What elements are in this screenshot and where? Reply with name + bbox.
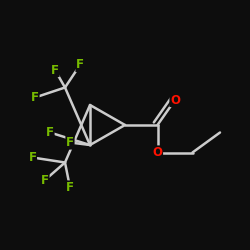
Text: F: F (41, 174, 49, 186)
Text: F: F (66, 181, 74, 194)
Text: F: F (31, 91, 39, 104)
Text: F: F (46, 126, 54, 139)
Text: F: F (28, 151, 36, 164)
Text: O: O (152, 146, 162, 159)
Text: F: F (51, 64, 59, 76)
Text: F: F (76, 58, 84, 71)
Text: F: F (66, 136, 74, 149)
Text: O: O (170, 94, 180, 106)
